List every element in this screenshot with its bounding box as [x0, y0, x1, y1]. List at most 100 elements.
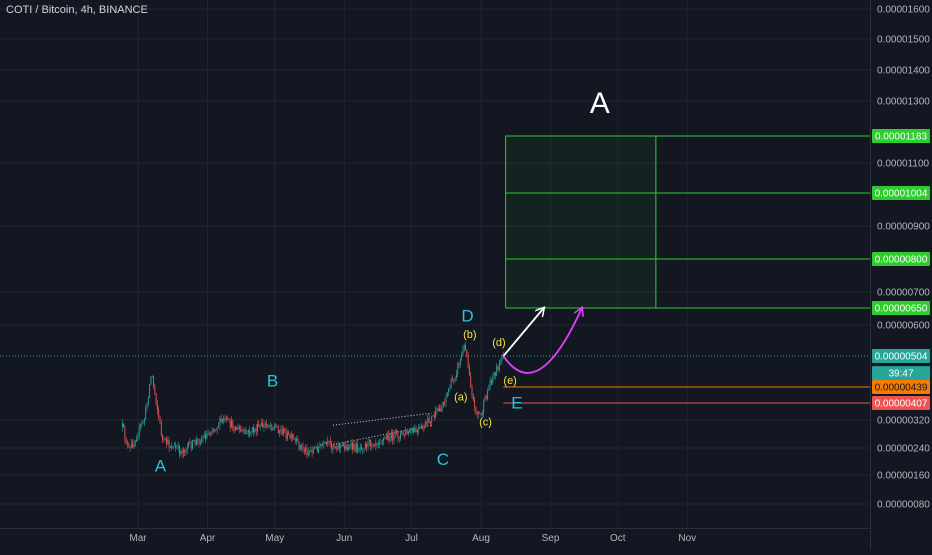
candle-body	[195, 440, 197, 445]
candle-body	[298, 441, 300, 450]
candle-body	[431, 416, 433, 423]
candle-body	[182, 449, 184, 454]
candle-body	[303, 449, 305, 452]
candle-body	[142, 422, 144, 424]
candle-body	[479, 413, 481, 415]
candle-body	[414, 428, 416, 433]
candle-body	[385, 436, 387, 439]
symbol-title: COTI / Bitcoin, 4h, BINANCE	[6, 4, 148, 16]
candle-body	[199, 442, 201, 444]
candle-body	[346, 445, 348, 451]
candle-body	[359, 446, 361, 449]
candle-body	[258, 424, 260, 427]
candle-body	[437, 408, 439, 412]
candle-body	[233, 428, 235, 431]
candle-body	[134, 441, 136, 443]
candle-body	[392, 432, 394, 441]
candle-body	[453, 380, 455, 381]
candle-body	[236, 426, 238, 430]
candle-body	[121, 423, 123, 427]
candle-body	[206, 433, 208, 439]
candle-body	[340, 445, 342, 449]
candle-body	[140, 424, 141, 427]
candle-body	[319, 443, 321, 448]
y-tick-label: 0.00000240	[877, 444, 930, 455]
candle-body	[237, 426, 239, 430]
y-tick-label: 0.00001400	[877, 66, 930, 77]
x-tick-label: May	[265, 533, 284, 544]
candle-body	[367, 441, 369, 448]
candle-body	[137, 436, 139, 440]
price-label-text: 0.00000800	[875, 255, 928, 266]
wave-label: (a)	[454, 392, 467, 404]
candle-body	[241, 430, 243, 432]
candle-body	[306, 448, 308, 456]
candle-body	[172, 446, 174, 449]
candle-body	[250, 432, 252, 435]
candle-body	[452, 379, 453, 381]
candle-body	[240, 429, 242, 431]
candle-body	[500, 360, 502, 362]
candle-body	[465, 345, 466, 351]
projection-arrow-white	[502, 308, 543, 357]
candle-body	[341, 443, 343, 446]
candle-body	[267, 424, 269, 427]
candle-body	[398, 437, 400, 439]
candle-body	[311, 449, 313, 453]
candle-body	[154, 385, 156, 394]
candle-body	[202, 438, 204, 439]
candle-body	[327, 441, 329, 445]
candle-body	[372, 444, 374, 446]
candle-body	[363, 448, 365, 450]
candle-body	[501, 355, 503, 361]
candle-body	[441, 405, 443, 412]
candle-body	[188, 441, 190, 447]
candle-body	[270, 425, 271, 426]
candle-body	[197, 438, 199, 441]
candle-body	[445, 396, 447, 403]
candle-body	[481, 412, 483, 416]
candle-body	[436, 408, 438, 411]
candle-body	[279, 430, 281, 433]
candle-body	[283, 428, 284, 435]
candle-body	[426, 422, 427, 423]
candle-body	[470, 375, 472, 387]
candle-body	[185, 449, 187, 453]
candle-body	[331, 442, 333, 450]
candle-body	[181, 450, 183, 454]
candle-body	[234, 426, 236, 431]
price-label-box	[872, 349, 930, 363]
candle-body	[263, 423, 265, 428]
candle-body	[381, 441, 383, 443]
candle-body	[389, 437, 391, 441]
candle-body	[439, 408, 440, 412]
candle-body	[423, 427, 425, 429]
y-tick-label: 0.00001500	[877, 35, 930, 46]
y-tick-label: 0.00000160	[877, 471, 930, 482]
candle-body	[210, 434, 212, 435]
candle-body	[208, 433, 210, 435]
candle-body	[189, 441, 191, 444]
price-label-box	[872, 380, 930, 394]
price-label-box	[872, 129, 930, 143]
y-tick-label: 0.00000080	[877, 500, 930, 511]
candle-body	[221, 418, 223, 422]
candle-body	[289, 433, 291, 439]
candle-body	[497, 365, 499, 371]
candle-body	[377, 442, 379, 445]
candle-body	[396, 431, 398, 433]
candle-body	[251, 427, 253, 433]
x-tick-label: Mar	[129, 533, 147, 544]
y-tick-label: 0.00001300	[877, 97, 930, 108]
price-label-text: 39:47	[888, 369, 913, 380]
candle-body	[151, 376, 153, 378]
candle-body	[316, 446, 318, 453]
candle-body	[273, 426, 275, 428]
candle-body	[163, 438, 165, 440]
wave-label: (e)	[503, 375, 516, 387]
candle-body	[264, 423, 266, 425]
candle-body	[492, 376, 494, 384]
candle-body	[468, 366, 470, 376]
